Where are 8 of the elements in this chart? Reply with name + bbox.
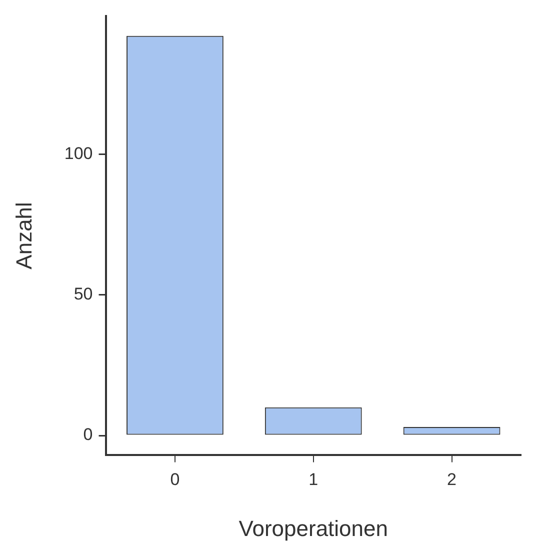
x-axis-title: Voroperationen: [238, 516, 388, 541]
x-tick-label: 1: [308, 470, 318, 490]
y-axis-title: Anzahl: [11, 202, 36, 270]
x-tick-label: 2: [447, 470, 457, 490]
x-tick-label: 0: [170, 470, 180, 490]
y-tick-label: 50: [74, 284, 93, 304]
y-tick-label: 100: [64, 144, 93, 163]
y-tick-label: 0: [83, 425, 93, 444]
